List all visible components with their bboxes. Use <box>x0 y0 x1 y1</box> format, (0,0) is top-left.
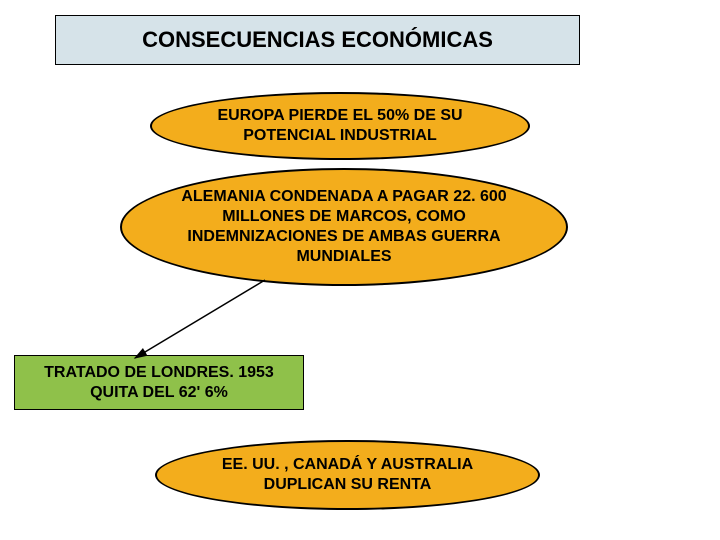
ellipse-alemania: ALEMANIA CONDENADA A PAGAR 22. 600 MILLO… <box>120 168 568 286</box>
ellipse-europa-text: EUROPA PIERDE EL 50% DE SU POTENCIAL IND… <box>180 106 500 146</box>
title-box: CONSECUENCIAS ECONÓMICAS <box>55 15 580 65</box>
ellipse-eeuu: EE. UU. , CANADÁ Y AUSTRALIA DUPLICAN SU… <box>155 440 540 510</box>
rect-tratado-text: TRATADO DE LONDRES. 1953 QUITA DEL 62' 6… <box>23 363 295 403</box>
title-text: CONSECUENCIAS ECONÓMICAS <box>142 27 493 53</box>
ellipse-alemania-text: ALEMANIA CONDENADA A PAGAR 22. 600 MILLO… <box>150 187 538 267</box>
ellipse-eeuu-text: EE. UU. , CANADÁ Y AUSTRALIA DUPLICAN SU… <box>185 455 510 495</box>
rect-tratado: TRATADO DE LONDRES. 1953 QUITA DEL 62' 6… <box>14 355 304 410</box>
ellipse-europa: EUROPA PIERDE EL 50% DE SU POTENCIAL IND… <box>150 92 530 160</box>
